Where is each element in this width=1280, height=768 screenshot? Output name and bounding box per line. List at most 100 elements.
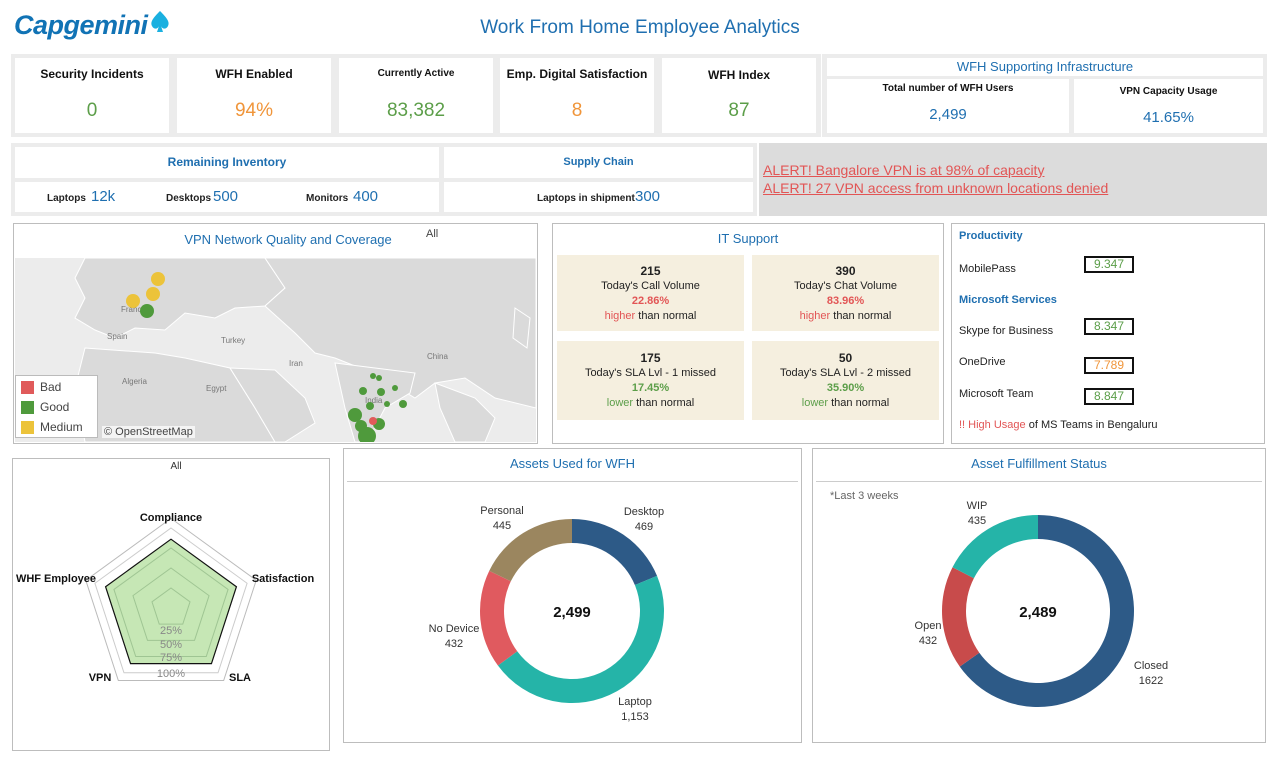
service-value-skype: 8.347	[1084, 318, 1134, 335]
donut-slice-label: WIP 435	[967, 500, 988, 527]
map-credit[interactable]: © OpenStreetMap	[102, 426, 195, 438]
kpi-value: 94%	[234, 100, 274, 121]
map-land-seasia	[434, 382, 496, 442]
donut-category-name: Closed	[1134, 660, 1168, 672]
kpi-label: Currently Active	[377, 68, 455, 79]
map-place-label: Egypt	[206, 384, 227, 393]
donut-category-value: 469	[635, 521, 653, 533]
productivity-note-highlight: !! High Usage	[959, 419, 1026, 431]
infrastructure-title: WFH Supporting Infrastructure	[956, 59, 1134, 74]
vpn-map[interactable]: France Spain Turkey Iran China Algeria E…	[15, 258, 536, 442]
donut-slice	[480, 570, 518, 666]
alert-item[interactable]: ALERT! 27 VPN access from unknown locati…	[763, 180, 1109, 196]
kpi-label: WFH Enabled	[215, 67, 293, 81]
donut-category-value: 445	[493, 520, 511, 532]
donut-category-name: WIP	[967, 500, 988, 512]
supply-value: 300	[635, 188, 661, 205]
radar-axis-label: SLA	[229, 672, 251, 684]
donut-category-value: 1622	[1139, 675, 1163, 687]
supply-title-bar: Supply Chain	[444, 147, 753, 178]
radar-ring-label: 50%	[160, 639, 182, 651]
donut-slice	[942, 567, 980, 667]
mobilepass-label: MobilePass	[959, 263, 1016, 275]
service-label-teams: Microsoft Team	[959, 388, 1034, 400]
alert-item[interactable]: ALERT! Bangalore VPN is at 98% of capaci…	[763, 162, 1045, 178]
it-card-trend: lower than normal	[801, 397, 890, 409]
donut-slice-label: Desktop 469	[624, 506, 664, 533]
legend-swatch	[21, 401, 34, 414]
service-label-onedrive: OneDrive	[959, 356, 1006, 368]
service-value-teams: 8.847	[1084, 388, 1134, 405]
legend-label: Medium	[40, 420, 83, 434]
map-place-label: India	[365, 396, 383, 405]
it-card-trend: lower than normal	[606, 397, 695, 409]
it-card-trend: higher than normal	[799, 310, 892, 322]
kpi-wfh-index: WFH Index 87	[662, 58, 816, 133]
vpn-point-medium	[151, 272, 165, 286]
radar-chart: 25% 50%75% 100% Compliance Satisfaction SLA VP…	[16, 512, 314, 684]
map-place-label: Algeria	[122, 377, 147, 386]
infra-value: 41.65%	[1143, 109, 1194, 126]
inventory-title: Remaining Inventory	[167, 155, 287, 169]
it-card-sla-1: 175 Today's SLA Lvl - 1 missed 17.45% lo…	[557, 341, 744, 420]
it-card-label: Today's Call Volume	[601, 280, 700, 292]
donut-slice	[489, 519, 572, 582]
donut-slice	[952, 515, 1038, 579]
vpn-point-bad	[369, 417, 377, 425]
kpi-label: WFH Index	[708, 68, 770, 82]
donut-slice-label: Open 432	[915, 620, 942, 647]
productivity-note: !! High Usage of MS Teams in Bengaluru	[959, 419, 1158, 431]
radar-filter[interactable]: All	[170, 461, 182, 472]
it-support-title: IT Support	[717, 231, 779, 246]
kpi-value: 8	[571, 100, 583, 121]
kpi-value: 83,382	[386, 100, 446, 121]
radar-ring	[132, 567, 210, 641]
it-card-number: 50	[838, 351, 853, 365]
kpi-wfh-enabled: WFH Enabled 94%	[177, 58, 331, 133]
map-land-japan	[512, 307, 531, 349]
donut-slice	[497, 575, 664, 703]
productivity-title: Productivity	[959, 230, 1023, 242]
donut-category-value: 432	[919, 635, 937, 647]
legend-swatch	[21, 421, 34, 434]
it-card-pct: 35.90%	[826, 382, 865, 394]
kpi-value: 87	[728, 100, 750, 121]
radar-ring	[151, 587, 191, 625]
it-card-label: Today's SLA Lvl - 2 missed	[779, 367, 912, 379]
radar-axis-label: Compliance	[140, 512, 202, 524]
fulfillment-title: Asset Fulfillment Status	[971, 456, 1107, 471]
assets-title: Assets Used for WFH	[510, 456, 635, 471]
kpi-security-incidents: Security Incidents 0	[15, 58, 169, 133]
donut-category-name: Laptop	[618, 696, 652, 708]
vpn-point-good	[399, 400, 407, 408]
donut-category-value: 432	[445, 638, 463, 650]
donut-category-name: Desktop	[624, 506, 664, 518]
vpn-point-good	[366, 402, 374, 410]
logo-text: Capgemini	[14, 10, 148, 40]
alert-panel: ALERT! Bangalore VPN is at 98% of capaci…	[759, 143, 1267, 216]
legend-swatch	[21, 381, 34, 394]
kpi-value: 0	[86, 100, 98, 121]
spade-icon	[151, 11, 169, 32]
fulfillment-donut-chart: 2,489 Closed 1622 Open 432 WIP 435	[915, 500, 1168, 707]
inventory-laptops-value: 12k	[91, 188, 116, 205]
infra-label: VPN Capacity Usage	[1119, 86, 1218, 97]
inventory-title-bar: Remaining Inventory	[15, 147, 439, 178]
radar-ring-label: 100%	[157, 668, 185, 680]
vpn-point-medium	[146, 287, 160, 301]
infra-value: 2,499	[929, 106, 967, 123]
inventory-values: Laptops 12k Desktops 500 Monitors 400	[15, 182, 439, 212]
vpn-map-filter[interactable]: All	[426, 228, 439, 240]
it-card-pct: 17.45%	[631, 382, 670, 394]
it-card-number: 390	[835, 264, 856, 278]
kpi-label: Security Incidents	[40, 67, 144, 81]
vpn-points	[126, 272, 407, 442]
inventory-desktops-label: Desktops	[166, 193, 212, 204]
legend-label: Good	[40, 400, 70, 414]
legend-label: Bad	[40, 380, 62, 394]
donut-category-name: Open	[915, 620, 942, 632]
kpi-digital-satisfaction: Emp. Digital Satisfaction 8	[500, 58, 654, 133]
vpn-point-good	[348, 408, 362, 422]
vpn-point-good	[358, 427, 376, 442]
kpi-label: Emp. Digital Satisfaction	[506, 67, 648, 81]
